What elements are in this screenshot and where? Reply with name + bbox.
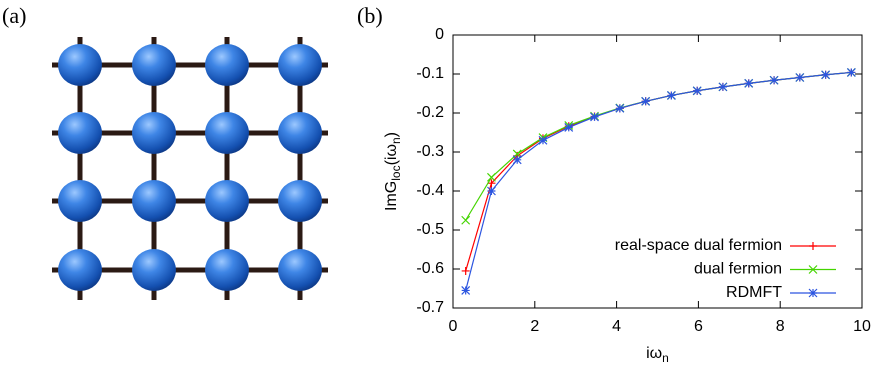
y-tick-label: -0.1 bbox=[416, 65, 444, 82]
series-line bbox=[465, 71, 852, 291]
site-atom bbox=[278, 112, 322, 154]
marker bbox=[461, 286, 471, 295]
marker bbox=[590, 112, 599, 122]
marker bbox=[795, 73, 805, 82]
y-tick-label: 0 bbox=[435, 26, 444, 43]
label-text: iω bbox=[646, 345, 662, 362]
marker bbox=[538, 135, 548, 145]
panel-label: (b) bbox=[357, 3, 383, 28]
y-tick-label: -0.2 bbox=[416, 104, 444, 121]
site-atom bbox=[58, 180, 102, 222]
marker bbox=[769, 75, 779, 85]
x-axis-label: iωn bbox=[646, 345, 669, 365]
site-atom bbox=[58, 44, 102, 86]
label-text: ) bbox=[383, 132, 400, 137]
marker bbox=[666, 91, 676, 100]
site-atom bbox=[278, 180, 322, 222]
plot-frame bbox=[452, 34, 863, 309]
subscript: n bbox=[662, 351, 669, 365]
marker bbox=[718, 82, 728, 92]
x-tick-label: 8 bbox=[776, 318, 785, 335]
line-chart: 0-0.1-0.2-0.3-0.4-0.5-0.6-0.70 2 4 6 8 10iωnI… bbox=[383, 26, 871, 365]
marker bbox=[821, 70, 831, 80]
legend-label: RDMFT bbox=[726, 284, 782, 301]
marker bbox=[641, 96, 651, 106]
marker bbox=[615, 103, 625, 113]
subscript: n bbox=[389, 137, 403, 144]
marker bbox=[846, 68, 856, 77]
panel-label: (a) bbox=[2, 3, 26, 28]
legend-marker bbox=[808, 265, 818, 274]
marker bbox=[487, 186, 496, 196]
label-text: ImG bbox=[383, 181, 400, 211]
x-tick-label: 0 bbox=[449, 318, 458, 335]
marker bbox=[461, 266, 470, 275]
site-atom bbox=[278, 44, 322, 86]
marker bbox=[461, 215, 471, 225]
site-atom bbox=[205, 112, 249, 154]
y-tick-label: -0.3 bbox=[416, 143, 444, 160]
x-tick-label: 4 bbox=[612, 318, 621, 335]
x-tick-label: 10 bbox=[853, 318, 871, 335]
site-atom bbox=[205, 180, 249, 222]
x-tick-label: 6 bbox=[694, 318, 703, 335]
marker bbox=[744, 78, 754, 88]
series-line bbox=[465, 71, 852, 221]
legend-label: dual fermion bbox=[694, 261, 782, 278]
y-tick-label: -0.5 bbox=[416, 221, 444, 238]
marker bbox=[487, 179, 496, 188]
site-atom bbox=[132, 112, 176, 154]
site-atom bbox=[132, 180, 176, 222]
marker bbox=[512, 155, 522, 165]
marker bbox=[564, 123, 574, 132]
y-tick-label: -0.4 bbox=[416, 182, 444, 199]
legend-label: real-space dual fermion bbox=[615, 237, 782, 254]
legend-marker bbox=[808, 288, 818, 298]
site-atom bbox=[58, 249, 102, 291]
marker bbox=[692, 86, 702, 96]
label-text: (iω bbox=[383, 144, 400, 165]
y-tick-label: -0.7 bbox=[416, 299, 444, 316]
site-atom bbox=[132, 249, 176, 291]
lattice-diagram bbox=[52, 37, 328, 300]
site-atom bbox=[132, 44, 176, 86]
y-axis-label: ImGloc(iωn) bbox=[383, 132, 403, 211]
site-atom bbox=[58, 112, 102, 154]
subscript: loc bbox=[389, 165, 403, 180]
site-atom bbox=[278, 249, 322, 291]
legend-marker bbox=[809, 242, 817, 250]
site-atom bbox=[205, 44, 249, 86]
marker bbox=[487, 172, 496, 182]
x-tick-label: 2 bbox=[530, 318, 539, 335]
y-tick-label: -0.6 bbox=[416, 260, 444, 277]
site-atom bbox=[205, 249, 249, 291]
